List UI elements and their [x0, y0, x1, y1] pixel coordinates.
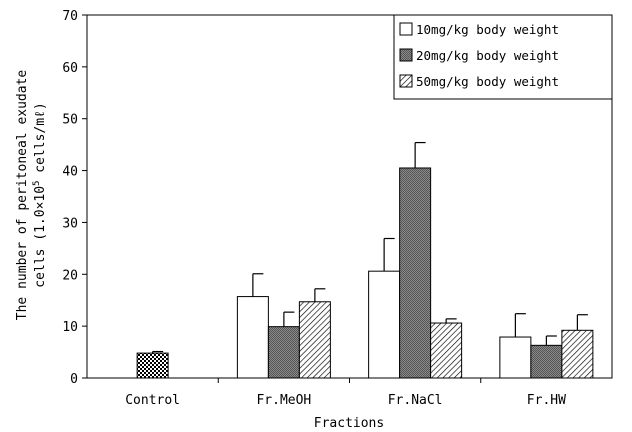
- y-tick-label: 70: [62, 9, 78, 24]
- y-tick-label: 60: [62, 61, 78, 76]
- legend-label: 20mg/kg body weight: [416, 48, 559, 63]
- bar-gray-1: [267, 326, 300, 379]
- bar-white-3: [499, 336, 532, 379]
- y-tick-label: 30: [62, 216, 78, 231]
- x-tick-label: Fr.MeOH: [256, 393, 311, 408]
- y-axis-title-superscript: 5: [32, 181, 42, 186]
- legend-swatch: [399, 74, 413, 88]
- legend-swatch: [399, 22, 413, 36]
- y-axis-title-line1: The number of peritoneal exudate: [15, 70, 30, 321]
- bars: [136, 167, 594, 379]
- bar-white-1: [236, 296, 269, 379]
- bar-hatch-3: [561, 329, 594, 379]
- axes: [82, 14, 613, 383]
- x-tick-label: Control: [125, 393, 180, 408]
- bar-white-2: [368, 270, 401, 379]
- axis-labels: 0 10 20 30 40 50 60 70 Control Fr.MeOH Fr.NaCl Fr.H…: [62, 9, 566, 408]
- y-axis-title-prefix: cells (1.0×10: [33, 186, 48, 288]
- y-tick-label: 0: [70, 372, 78, 387]
- y-axis-title-suffix: cells/mℓ): [33, 102, 48, 180]
- legend-box: [393, 14, 613, 100]
- bar-hatch-2: [430, 322, 463, 379]
- bar-hatch-1: [298, 301, 331, 379]
- bar-gray-2: [399, 167, 432, 379]
- legend: 10mg/kg body weight 20mg/kg body weight 50…: [393, 14, 613, 100]
- legend-label: 50mg/kg body weight: [416, 74, 559, 89]
- y-tick-label: 50: [62, 113, 78, 128]
- error-bars: [152, 141, 588, 354]
- legend-swatch: [399, 48, 413, 62]
- y-tick-label: 40: [62, 165, 78, 180]
- bar-gray-3: [530, 344, 563, 379]
- y-tick-label: 10: [62, 320, 78, 335]
- x-tick-label: Fr.HW: [527, 393, 566, 408]
- y-axis-title-line2: cells (1.0×105 cells/mℓ): [32, 102, 48, 287]
- x-tick-label: Fr.NaCl: [388, 393, 443, 408]
- y-tick-label: 20: [62, 268, 78, 283]
- bar-control: [136, 352, 169, 379]
- x-axis-title: Fractions: [314, 416, 384, 431]
- legend-label: 10mg/kg body weight: [416, 22, 559, 37]
